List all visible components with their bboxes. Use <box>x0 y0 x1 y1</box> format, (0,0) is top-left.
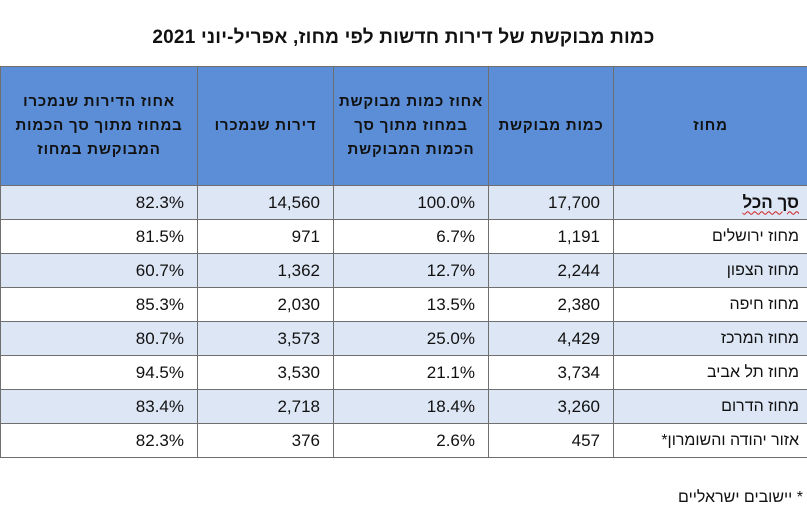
cell-sold: 376 <box>197 423 334 458</box>
cell-district: אזור יהודה והשומרון* <box>613 423 807 458</box>
cell-requested-pct: 12.7% <box>333 253 489 288</box>
district-label-total: סך הכל <box>742 192 800 212</box>
header-requested: כמות מבוקשת <box>488 66 614 186</box>
table-row: 83.4% 2,718 18.4% 3,260 מחוז הדרום <box>0 389 807 424</box>
cell-requested-pct: 6.7% <box>333 219 489 254</box>
table-title: כמות מבוקשת של דירות חדשות לפי מחוז, אפר… <box>152 27 655 48</box>
table-row-total: 82.3% 14,560 100.0% 17,700 סך הכל <box>0 185 807 220</box>
cell-requested: 3,734 <box>488 355 614 390</box>
cell-requested: 1,191 <box>488 219 614 254</box>
cell-requested: 17,700 <box>488 185 614 220</box>
cell-requested-pct: 100.0% <box>333 185 489 220</box>
cell-requested: 2,380 <box>488 287 614 322</box>
cell-sold: 3,573 <box>197 321 334 356</box>
cell-requested-pct: 13.5% <box>333 287 489 322</box>
cell-sold-pct: 94.5% <box>0 355 198 390</box>
cell-district: מחוז חיפה <box>613 287 807 322</box>
cell-sold-pct: 85.3% <box>0 287 198 322</box>
district-demand-table: אחוז הדירות שנמכרו במחוז מתוך סך הכמות ה… <box>0 66 807 458</box>
cell-requested: 3,260 <box>488 389 614 424</box>
cell-district: מחוז הצפון <box>613 253 807 288</box>
table-row: 94.5% 3,530 21.1% 3,734 מחוז תל אביב <box>0 355 807 390</box>
cell-requested-pct: 18.4% <box>333 389 489 424</box>
cell-sold: 3,530 <box>197 355 334 390</box>
header-requested-pct: אחוז כמות מבוקשת במחוז מתוך סך הכמות המב… <box>333 66 489 186</box>
cell-district: מחוז המרכז <box>613 321 807 356</box>
table-row: 85.3% 2,030 13.5% 2,380 מחוז חיפה <box>0 287 807 322</box>
cell-sold-pct: 82.3% <box>0 185 198 220</box>
cell-sold: 2,030 <box>197 287 334 322</box>
cell-sold: 1,362 <box>197 253 334 288</box>
cell-sold-pct: 60.7% <box>0 253 198 288</box>
cell-sold: 971 <box>197 219 334 254</box>
cell-district: מחוז הדרום <box>613 389 807 424</box>
cell-sold-pct: 83.4% <box>0 389 198 424</box>
cell-sold-pct: 81.5% <box>0 219 198 254</box>
cell-requested-pct: 2.6% <box>333 423 489 458</box>
cell-district: סך הכל <box>613 185 807 220</box>
cell-sold-pct: 82.3% <box>0 423 198 458</box>
cell-requested-pct: 25.0% <box>333 321 489 356</box>
header-sold-pct: אחוז הדירות שנמכרו במחוז מתוך סך הכמות ה… <box>0 66 198 186</box>
header-district: מחוז <box>613 66 807 186</box>
table-row: 81.5% 971 6.7% 1,191 מחוז ירושלים <box>0 219 807 254</box>
table-row: 60.7% 1,362 12.7% 2,244 מחוז הצפון <box>0 253 807 288</box>
cell-district: מחוז תל אביב <box>613 355 807 390</box>
cell-sold-pct: 80.7% <box>0 321 198 356</box>
table-row: 80.7% 3,573 25.0% 4,429 מחוז המרכז <box>0 321 807 356</box>
header-sold: דירות שנמכרו <box>197 66 334 186</box>
cell-requested: 4,429 <box>488 321 614 356</box>
table-row: 82.3% 376 2.6% 457 אזור יהודה והשומרון* <box>0 423 807 458</box>
cell-sold: 2,718 <box>197 389 334 424</box>
cell-requested-pct: 21.1% <box>333 355 489 390</box>
cell-requested: 2,244 <box>488 253 614 288</box>
cell-requested: 457 <box>488 423 614 458</box>
footnote: * יישובים ישראליים <box>678 489 803 506</box>
header-row: אחוז הדירות שנמכרו במחוז מתוך סך הכמות ה… <box>0 66 807 186</box>
cell-sold: 14,560 <box>197 185 334 220</box>
cell-district: מחוז ירושלים <box>613 219 807 254</box>
